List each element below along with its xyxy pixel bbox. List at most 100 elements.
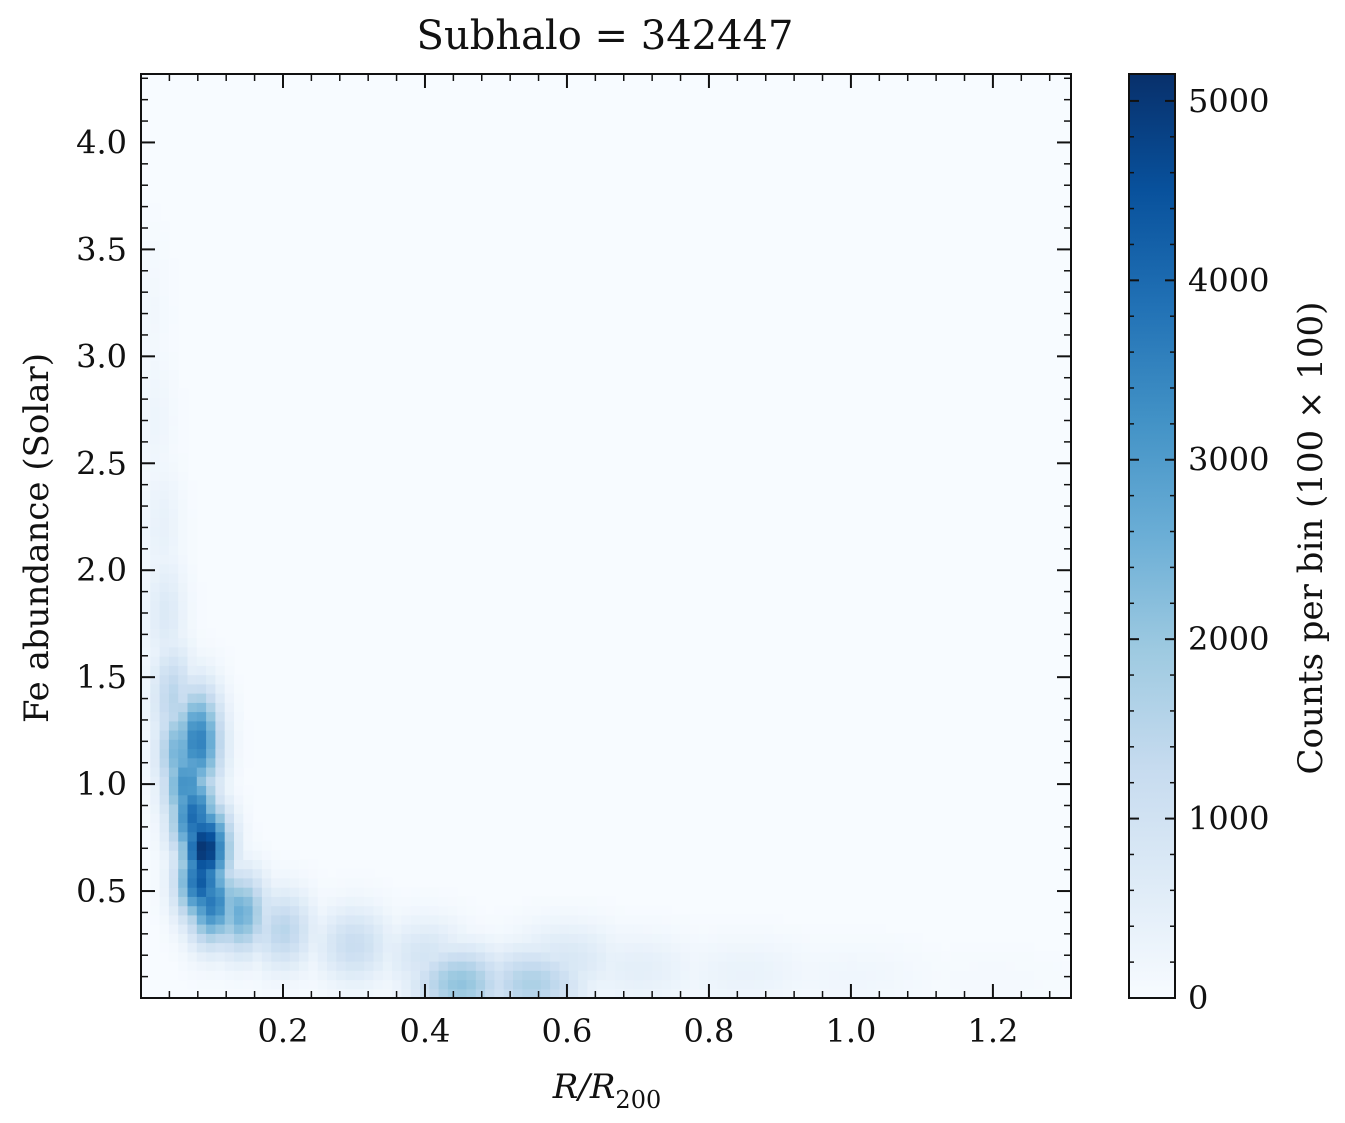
heatmap-cell: [336, 988, 347, 999]
heatmap-cell: [187, 887, 198, 897]
heatmap-cell: [959, 979, 970, 990]
heatmap-cell: [773, 942, 784, 953]
heatmap-cell: [168, 646, 179, 657]
heatmap-cell: [159, 517, 170, 528]
heatmap-cell: [345, 951, 356, 962]
heatmap-cell: [196, 831, 207, 842]
heatmap-cell: [503, 951, 514, 962]
heatmap-cell: [931, 961, 942, 971]
heatmap-cell: [224, 914, 235, 925]
heatmap-cell: [150, 268, 161, 278]
heatmap-cell: [522, 979, 533, 990]
heatmap-cell: [150, 277, 161, 288]
heatmap-cell: [1043, 979, 1053, 990]
heatmap-cell: [1061, 979, 1072, 990]
heatmap-cell: [141, 388, 151, 398]
heatmap-cell: [261, 905, 272, 916]
heatmap-cell: [308, 961, 319, 971]
heatmap-cell: [522, 988, 533, 999]
heatmap-cell: [150, 517, 161, 528]
heatmap-cell: [159, 887, 170, 897]
heatmap-cell: [792, 924, 802, 934]
heatmap-cell: [168, 480, 179, 491]
heatmap-cell: [150, 637, 161, 648]
heatmap-cell: [606, 924, 616, 934]
heatmap-cell: [178, 905, 189, 916]
heatmap-cell: [745, 961, 756, 971]
heatmap-cell: [354, 877, 365, 888]
heatmap-cell: [261, 896, 272, 907]
heatmap-cell: [243, 988, 254, 999]
heatmap-cell: [745, 914, 756, 925]
heatmap-cell: [1015, 988, 1026, 999]
heatmap-cell: [503, 942, 514, 953]
heatmap-cell: [373, 979, 384, 990]
heatmap-cell: [215, 693, 226, 703]
heatmap-cell: [392, 942, 402, 953]
heatmap-cell: [485, 961, 495, 971]
heatmap-cell: [336, 905, 347, 916]
heatmap-cell: [168, 813, 179, 823]
heatmap-cell: [643, 914, 654, 925]
heatmap-cell: [866, 961, 877, 971]
heatmap-cell: [494, 924, 505, 934]
heatmap-cell: [252, 877, 263, 888]
heatmap-cell: [289, 924, 300, 934]
heatmap-cell: [931, 979, 942, 990]
heatmap-cell: [178, 748, 189, 759]
heatmap-cell: [150, 748, 161, 759]
heatmap-cell: [745, 942, 756, 953]
heatmap-cell: [187, 776, 198, 786]
heatmap-cell: [652, 905, 663, 916]
heatmap-cell: [392, 970, 402, 981]
heatmap-cell: [354, 905, 365, 916]
colorbar-tick-label: 3000: [1188, 441, 1269, 479]
heatmap-cell: [168, 600, 179, 611]
heatmap-cell: [485, 924, 495, 934]
heatmap-cell: [596, 905, 607, 916]
heatmap-cell: [206, 720, 216, 731]
heatmap-cell: [224, 850, 235, 860]
heatmap-cell: [559, 896, 570, 907]
heatmap-cell: [178, 970, 189, 981]
heatmap-cell: [187, 637, 198, 648]
heatmap-cell: [531, 924, 542, 934]
heatmap-cell: [196, 628, 207, 639]
heatmap-cell: [819, 961, 830, 971]
heatmap-cell: [550, 979, 561, 990]
heatmap-cell: [885, 961, 895, 971]
heatmap-cell: [271, 924, 282, 934]
heatmap-cell: [792, 961, 802, 971]
heatmap-cell: [959, 951, 970, 962]
heatmap-cell: [689, 961, 700, 971]
heatmap-cell: [299, 961, 309, 971]
heatmap-cell: [1024, 979, 1035, 990]
heatmap-cell: [243, 979, 254, 990]
heatmap-cell: [224, 665, 235, 676]
heatmap-cell: [754, 961, 765, 971]
heatmap-cell: [196, 683, 207, 694]
heatmap-cell: [159, 563, 170, 574]
heatmap-cell: [150, 480, 161, 491]
heatmap-cell: [410, 942, 421, 953]
heatmap-cell: [857, 970, 867, 981]
heatmap-cell: [987, 951, 998, 962]
heatmap-cell: [150, 914, 161, 925]
heatmap-cell: [429, 970, 440, 981]
heatmap-cell: [1015, 951, 1026, 962]
heatmap-cell: [624, 988, 635, 999]
heatmap-cell: [150, 462, 161, 472]
heatmap-cell: [261, 877, 272, 888]
heatmap-cell: [522, 896, 533, 907]
heatmap-cell: [252, 859, 263, 870]
heatmap-cell: [187, 951, 198, 962]
heatmap-cell: [150, 332, 161, 343]
heatmap-cell: [168, 896, 179, 907]
heatmap-cell: [392, 914, 402, 925]
heatmap-cell: [159, 822, 170, 833]
heatmap-cell: [168, 443, 179, 454]
heatmap-cell: [224, 979, 235, 990]
heatmap-cell: [159, 905, 170, 916]
heatmap-cell: [494, 970, 505, 981]
heatmap-cell: [364, 877, 375, 888]
